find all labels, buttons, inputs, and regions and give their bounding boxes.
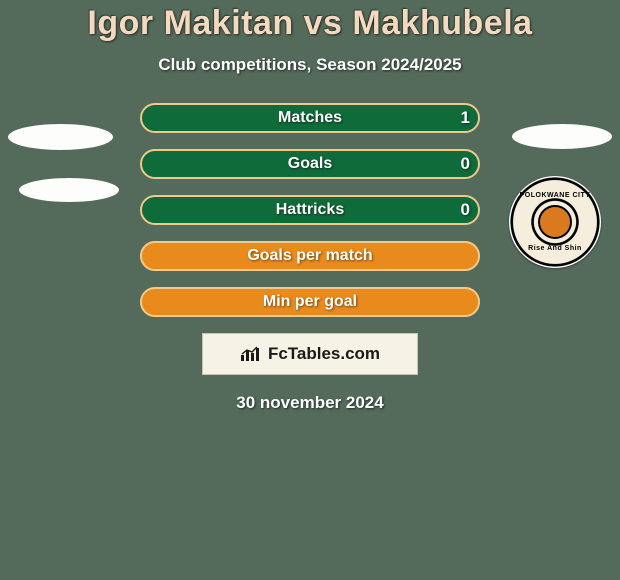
- stat-label: Min per goal: [140, 287, 480, 317]
- subtitle: Club competitions, Season 2024/2025: [0, 55, 620, 75]
- stat-value-right: 0: [461, 195, 470, 225]
- team-logo-placeholder-left-2: [19, 178, 119, 202]
- team-badge-right: POLOKWANE CITY Rise And Shin: [509, 176, 601, 268]
- page-title: Igor Makitan vs Makhubela: [0, 4, 620, 43]
- date-text: 30 november 2024: [0, 393, 620, 413]
- brand-text: FcTables.com: [268, 344, 380, 364]
- stat-label: Goals per match: [140, 241, 480, 271]
- badge-text-top: POLOKWANE CITY: [517, 192, 593, 199]
- stat-row: Min per goal: [140, 287, 480, 317]
- badge-center-icon: [538, 205, 572, 239]
- stat-row: Hattricks0: [140, 195, 480, 225]
- stat-value-right: 1: [461, 103, 470, 133]
- team-logo-placeholder-left-1: [8, 124, 113, 150]
- stat-label: Goals: [140, 149, 480, 179]
- brand-box: FcTables.com: [202, 333, 418, 375]
- team-badge-ring: POLOKWANE CITY Rise And Shin: [517, 184, 593, 260]
- stat-label: Matches: [140, 103, 480, 133]
- stat-row: Goals0: [140, 149, 480, 179]
- stat-row: Goals per match: [140, 241, 480, 271]
- badge-text-bottom: Rise And Shin: [517, 245, 593, 252]
- comparison-card: Igor Makitan vs Makhubela Club competiti…: [0, 0, 620, 580]
- stat-value-right: 0: [461, 149, 470, 179]
- stat-row: Matches1: [140, 103, 480, 133]
- bar-chart-icon: [240, 345, 262, 363]
- team-logo-placeholder-right-1: [512, 124, 612, 149]
- stat-label: Hattricks: [140, 195, 480, 225]
